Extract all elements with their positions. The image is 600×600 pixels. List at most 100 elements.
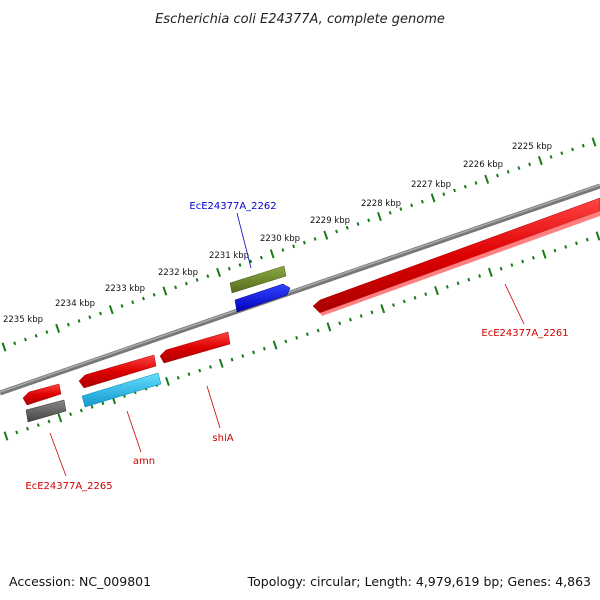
ruler-minor-tick [456,281,460,286]
gene-feature-ece24377a-2265[interactable] [22,383,62,406]
ruler-minor-tick [521,259,525,264]
ruler-minor-tick [531,255,535,260]
ruler-minor-tick [348,317,352,322]
ruler-major-tick [430,193,436,203]
ruler-minor-tick [571,147,575,152]
ruler-minor-tick [184,281,188,286]
ruler-minor-tick [359,314,363,318]
ruler-major-tick [108,305,114,315]
ruler-major-tick [269,249,275,259]
ruler-minor-tick [90,405,94,409]
outer-ruler-labels: 2225 kbp 2226 kbp 2227 kbp 2228 kbp 2229 kbp… [3,142,552,325]
ruler-minor-tick [392,303,395,307]
ruler-minor-tick [249,259,253,264]
ruler-label: 2228 kbp [361,199,401,209]
ruler-minor-tick [424,292,428,297]
ruler-minor-tick [370,310,374,315]
ruler-minor-tick [34,333,38,338]
ruler-label: 2235 kbp [3,315,43,325]
ruler-minor-tick [23,337,27,342]
ruler-minor-tick [420,199,424,204]
gene-label-shia[interactable]: shiA [212,433,233,444]
ruler-minor-tick [585,237,589,242]
ruler-minor-tick [316,328,320,333]
ruler-minor-tick [227,266,231,271]
ruler-minor-tick [79,408,83,413]
ruler-minor-tick [13,341,17,346]
gene-label-ece24377a-2261[interactable]: EcE24377A_2261 [481,328,568,339]
ruler-minor-tick [474,181,478,185]
ruler-major-tick [162,286,168,296]
map-title: Escherichia coli E24377A, complete genom… [155,12,445,27]
ruler-major-tick [591,137,597,147]
ruler-minor-tick [495,173,499,178]
ruler-minor-tick [230,357,234,362]
ruler-minor-tick [305,332,309,337]
ruler-label: 2229 kbp [310,216,350,226]
ruler-minor-tick [36,423,40,427]
ruler-major-tick [216,267,221,278]
ruler-major-tick [57,413,63,423]
ruler-minor-tick [187,372,191,377]
gene-feature-ece24377a-2261[interactable] [312,197,600,316]
ruler-minor-tick [335,229,339,234]
ruler-minor-tick [131,300,135,305]
genome-backbone [0,183,600,396]
ruler-minor-tick [399,207,403,211]
ruler-label: 2233 kbp [105,284,145,294]
ruler-major-tick [541,249,547,259]
ruler-major-tick [377,211,382,222]
ruler-minor-tick [302,240,306,245]
ruler-minor-tick [66,322,70,327]
gene-label-ece24377a-2265[interactable]: EcE24377A_2265 [25,481,112,492]
ruler-minor-tick [313,237,317,241]
ruler-minor-tick [252,350,256,355]
ruler-minor-tick [402,299,406,304]
ruler-minor-tick [26,426,29,431]
ruler-minor-tick [174,285,178,290]
ruler-label: 2226 kbp [463,160,503,170]
genome-info-label: Topology: circular; Length: 4,979,619 bp… [247,574,591,589]
ruler-label: 2230 kbp [260,234,300,244]
ruler-minor-tick [581,143,585,148]
gene-feature-gray[interactable] [25,399,67,423]
gene-feature-amn[interactable] [81,372,162,408]
ruler-minor-tick [152,292,156,297]
ruler-minor-tick [528,162,532,167]
ruler-minor-tick [262,346,266,351]
gene-feature-ece24377a-2262[interactable] [234,283,291,313]
ruler-minor-tick [198,368,202,373]
ruler-major-tick [487,267,493,277]
ruler-label: 2225 kbp [512,142,552,152]
ruler-minor-tick [560,151,564,156]
ruler-minor-tick [478,274,482,278]
ruler-minor-tick [281,248,285,252]
ruler-minor-tick [445,285,449,289]
ruler-minor-tick [453,188,457,193]
ruler-minor-tick [284,339,288,344]
ruler-major-tick [1,342,7,352]
ruler-minor-tick [506,169,510,174]
genome-backbone-highlight [0,184,600,393]
ruler-minor-tick [575,241,578,246]
callout-line-ece24377a-2262 [236,212,252,269]
callout-line-ece24377a-2265 [49,432,67,477]
ruler-minor-tick [410,203,414,208]
ruler-minor-tick [259,255,263,260]
gene-label-ece24377a-2262[interactable]: EcE24377A_2262 [189,201,276,212]
ruler-major-tick [326,322,332,332]
ruler-major-tick [434,285,439,296]
outer-ruler [1,137,597,352]
ruler-minor-tick [510,263,514,267]
gene-feature-shia[interactable] [159,331,231,364]
ruler-major-tick [272,340,278,350]
gene-feature-red-small[interactable] [78,354,157,389]
gene-feature-olive[interactable] [229,265,287,294]
ruler-minor-tick [47,419,51,424]
ruler-major-tick [218,358,224,368]
ruler-minor-tick [99,311,103,316]
gene-label-amn[interactable]: amn [133,456,155,467]
ruler-minor-tick [141,296,145,301]
ruler-minor-tick [238,263,242,267]
